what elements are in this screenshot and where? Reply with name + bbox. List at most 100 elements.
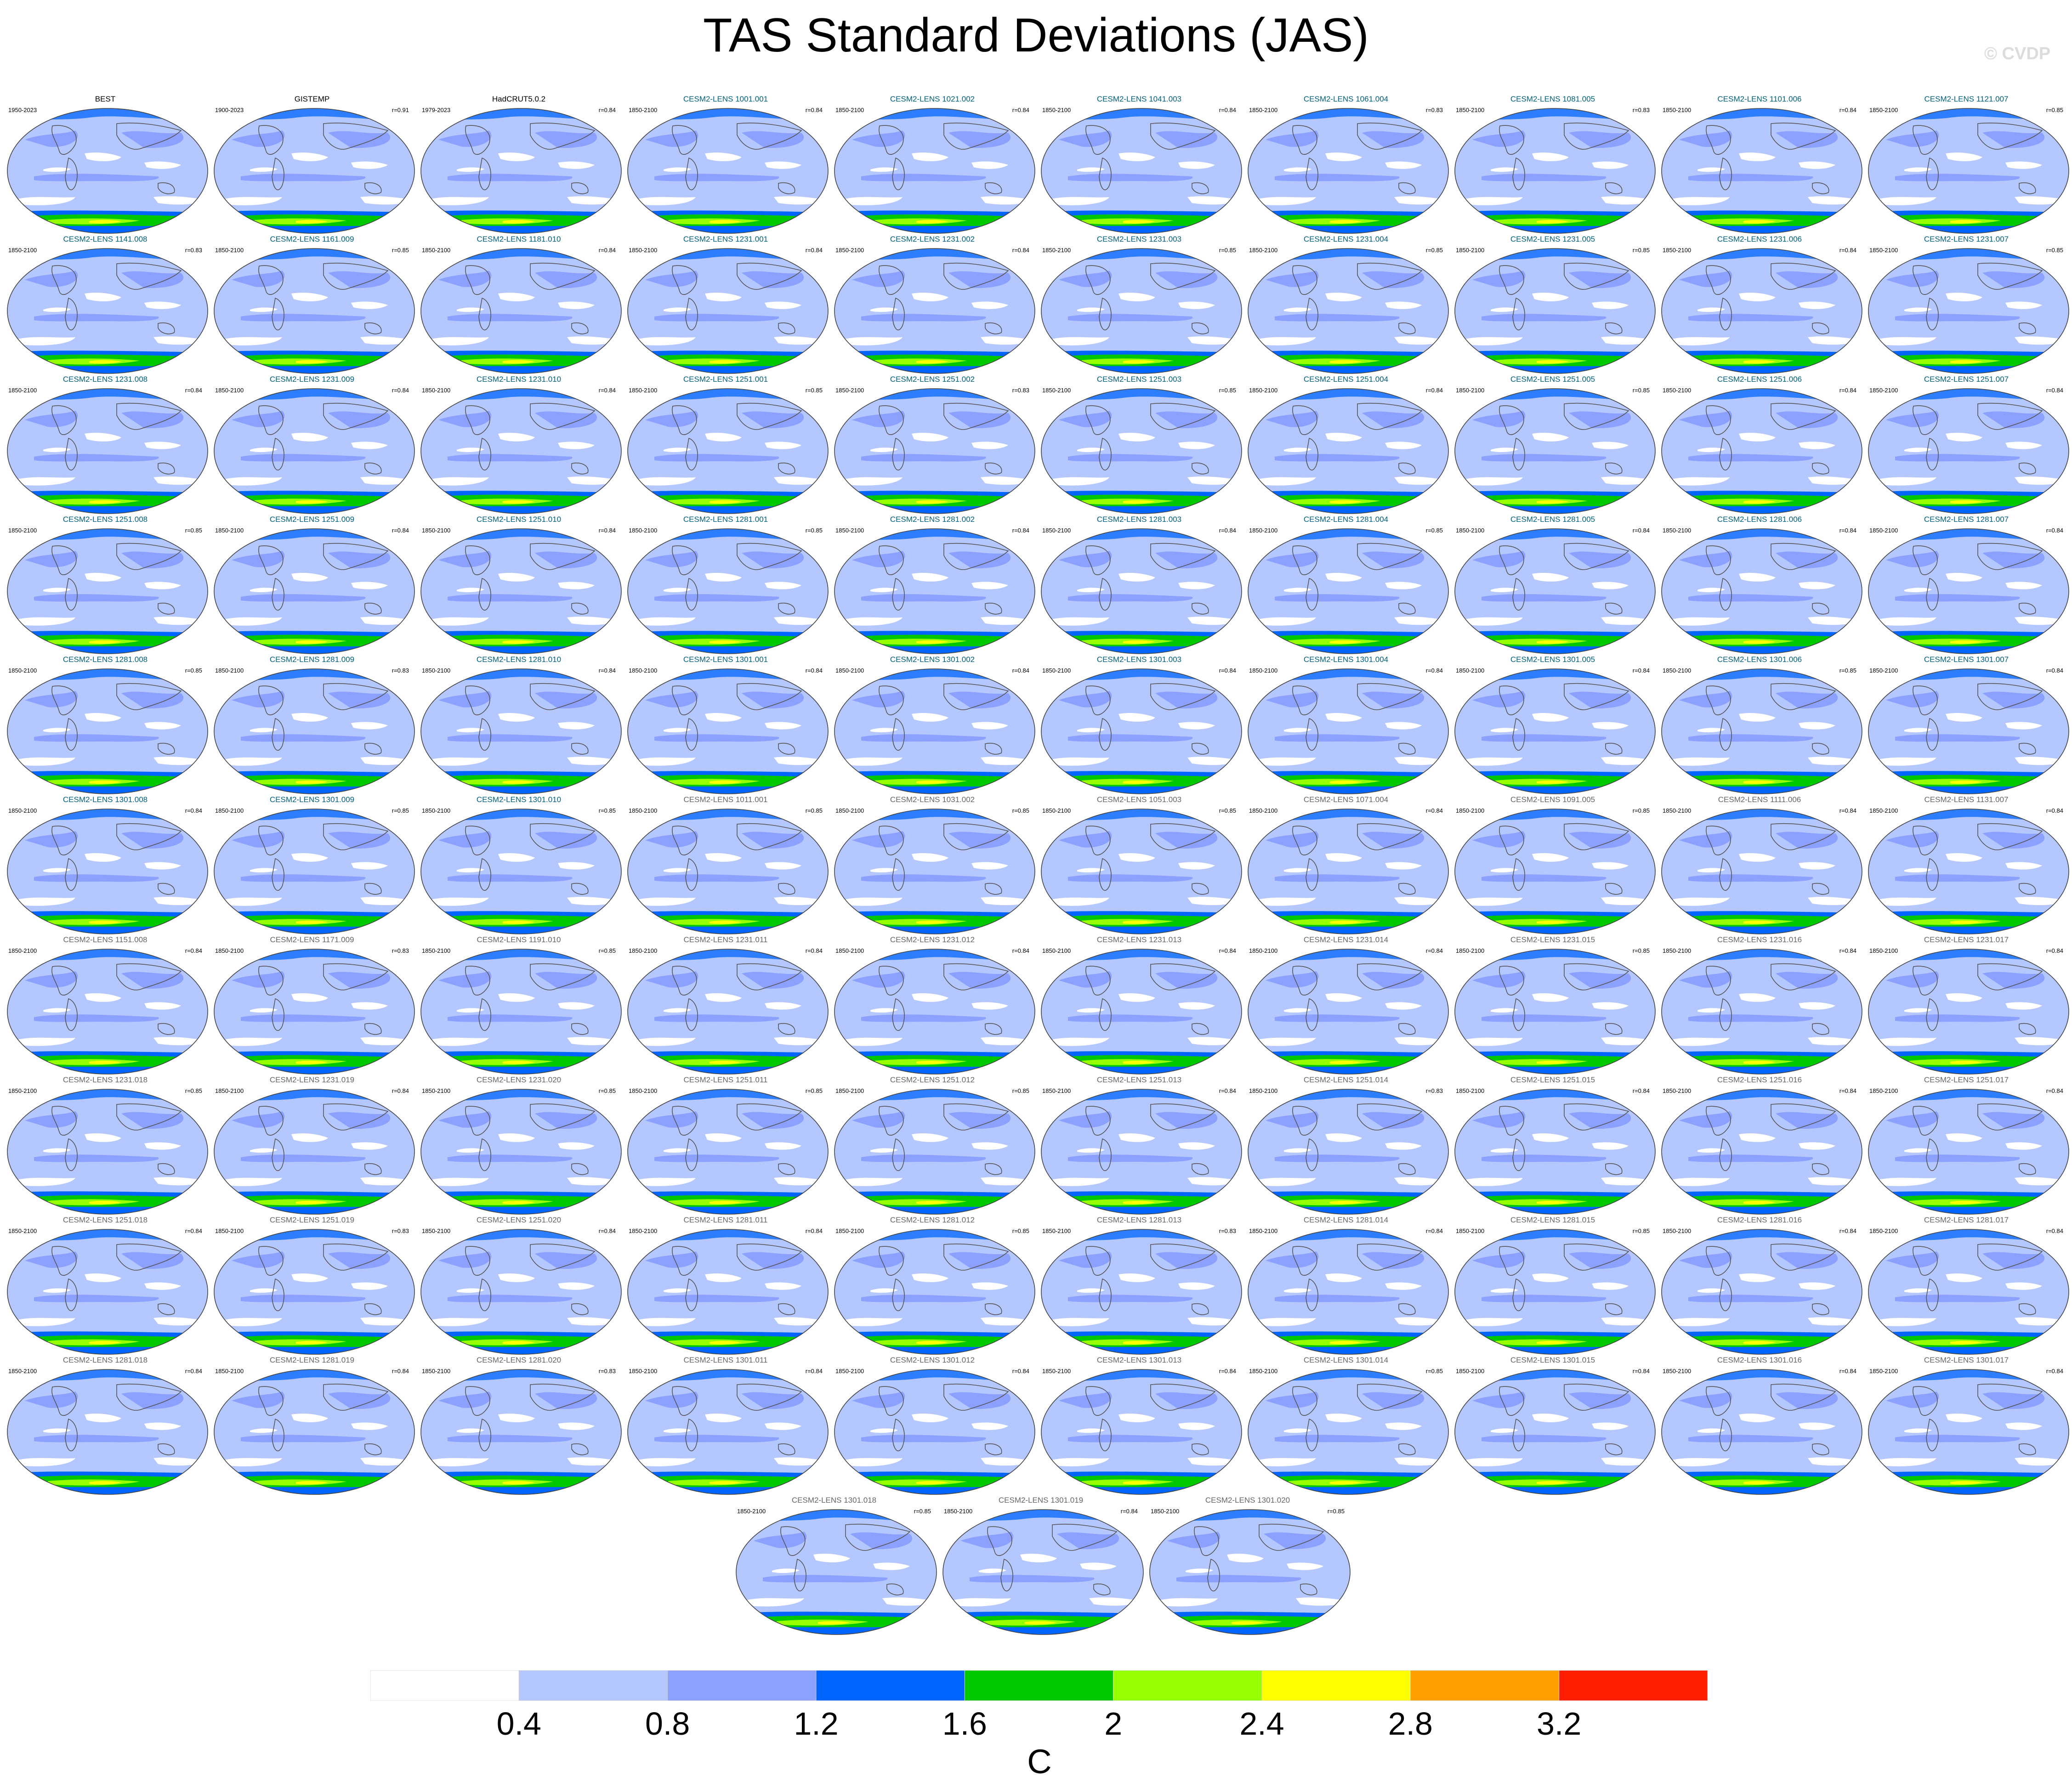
- panel-pattern-correlation: r=0.85: [805, 387, 823, 394]
- global-map: [834, 948, 1036, 1076]
- global-map: [834, 808, 1036, 936]
- panel-pattern-correlation: r=0.84: [1632, 1087, 1650, 1094]
- panel-title: CESM2-LENS 1301.014: [1303, 1356, 1389, 1364]
- panel-period: 1850-2100: [1042, 107, 1071, 113]
- panel-pattern-correlation: r=0.84: [1425, 947, 1443, 954]
- panel-title: CESM2-LENS 1281.014: [1303, 1216, 1389, 1224]
- panel-pattern-correlation: r=0.84: [598, 247, 616, 254]
- map-panel: CESM2-LENS 1251.007 1850-2100 r=0.84: [1863, 375, 2070, 515]
- map-panel: CESM2-LENS 1281.009 1850-2100 r=0.83: [209, 655, 415, 795]
- panel-pattern-correlation: r=0.84: [1632, 527, 1650, 534]
- global-map: [627, 808, 829, 936]
- global-map: [1454, 107, 1656, 235]
- map-panel: HadCRUT5.0.2 1979-2023 r=0.84: [415, 95, 622, 235]
- global-map: [1040, 1088, 1243, 1216]
- map-panel: CESM2-LENS 1041.003 1850-2100 r=0.84: [1036, 95, 1243, 235]
- map-panel: CESM2-LENS 1071.004 1850-2100 r=0.84: [1243, 795, 1449, 935]
- global-map: [1868, 388, 2070, 515]
- map-panel: CESM2-LENS 1301.006 1850-2100 r=0.85: [1656, 655, 1863, 795]
- global-map: [1040, 107, 1243, 235]
- map-panel: CESM2-LENS 1301.011 1850-2100 r=0.84: [622, 1356, 829, 1496]
- panel-period: 1850-2100: [1663, 667, 1692, 674]
- global-map: [834, 388, 1036, 515]
- map-panel: CESM2-LENS 1301.008 1850-2100 r=0.84: [2, 795, 209, 935]
- map-panel: CESM2-LENS 1281.007 1850-2100 r=0.84: [1863, 515, 2070, 655]
- panel-pattern-correlation: r=0.85: [1632, 807, 1650, 814]
- panel-period: 1850-2100: [1249, 1368, 1278, 1375]
- map-panel: GISTEMP 1900-2023 r=0.91: [209, 95, 415, 235]
- panel-period: 1850-2100: [1456, 1368, 1485, 1375]
- panel-pattern-correlation: r=0.84: [392, 387, 409, 394]
- panel-pattern-correlation: r=0.83: [392, 1228, 409, 1234]
- panel-title: CESM2-LENS 1251.015: [1510, 1075, 1595, 1084]
- global-map: [420, 668, 622, 796]
- panel-pattern-correlation: r=0.84: [2046, 667, 2063, 674]
- panel-title: CESM2-LENS 1301.016: [1717, 1356, 1802, 1364]
- global-map: [1661, 1369, 1863, 1496]
- map-panel: CESM2-LENS 1231.004 1850-2100 r=0.85: [1243, 235, 1449, 375]
- map-panel: CESM2-LENS 1231.010 1850-2100 r=0.84: [415, 375, 622, 515]
- panel-period: 1850-2100: [835, 1087, 864, 1094]
- panel-title: CESM2-LENS 1131.007: [1924, 795, 2009, 804]
- global-map: [420, 808, 622, 936]
- panel-title: CESM2-LENS 1301.020: [1205, 1496, 1290, 1505]
- panel-title: CESM2-LENS 1251.003: [1096, 375, 1182, 384]
- global-map: [627, 388, 829, 515]
- colorbar-unit-label: C: [1027, 1742, 1052, 1781]
- colorbar-swatch: [816, 1670, 965, 1701]
- panel-period: 1850-2100: [1249, 247, 1278, 254]
- panel-title: CESM2-LENS 1281.012: [890, 1216, 975, 1224]
- panel-pattern-correlation: r=0.83: [392, 667, 409, 674]
- global-map: [1868, 1228, 2070, 1356]
- panel-pattern-correlation: r=0.85: [392, 807, 409, 814]
- panel-period: 1850-2100: [835, 807, 864, 814]
- global-map: [627, 1369, 829, 1496]
- map-panel: CESM2-LENS 1131.007 1850-2100 r=0.84: [1863, 795, 2070, 935]
- map-panel: CESM2-LENS 1231.007 1850-2100 r=0.85: [1863, 235, 2070, 375]
- panel-title: CESM2-LENS 1121.007: [1924, 95, 2009, 103]
- panel-title: CESM2-LENS 1151.008: [63, 935, 148, 944]
- map-panel: CESM2-LENS 1301.017 1850-2100 r=0.84: [1863, 1356, 2070, 1496]
- panel-period: 1850-2100: [215, 1228, 244, 1234]
- map-panel: CESM2-LENS 1101.006 1850-2100 r=0.84: [1656, 95, 1863, 235]
- panel-period: 1850-2100: [1663, 807, 1692, 814]
- global-map: [1040, 948, 1243, 1076]
- panel-title: CESM2-LENS 1251.013: [1096, 1075, 1182, 1084]
- global-map: [1247, 388, 1449, 515]
- panel-title: CESM2-LENS 1301.004: [1303, 655, 1389, 664]
- panel-pattern-correlation: r=0.83: [1012, 387, 1029, 394]
- panel-pattern-correlation: r=0.85: [2046, 247, 2063, 254]
- panel-pattern-correlation: r=0.84: [392, 1087, 409, 1094]
- global-map: [1868, 1369, 2070, 1496]
- map-panel: CESM2-LENS 1301.012 1850-2100 r=0.84: [829, 1356, 1036, 1496]
- panel-pattern-correlation: r=0.85: [598, 1087, 616, 1094]
- colorbar-tick-label: 0.4: [496, 1706, 541, 1742]
- panel-period: 1850-2100: [422, 247, 451, 254]
- panel-pattern-correlation: r=0.84: [1219, 107, 1236, 113]
- panel-period: 1850-2100: [1042, 667, 1071, 674]
- panel-period: 1850-2100: [835, 667, 864, 674]
- watermark: © CVDP: [1984, 44, 2051, 63]
- panel-period: 1850-2100: [422, 1368, 451, 1375]
- panel-period: 1900-2023: [215, 107, 244, 113]
- map-panel: CESM2-LENS 1231.001 1850-2100 r=0.84: [622, 235, 829, 375]
- global-map: [1661, 948, 1863, 1076]
- panel-title: CESM2-LENS 1251.002: [890, 375, 975, 384]
- panel-period: 1850-2100: [8, 527, 37, 534]
- panel-title: CESM2-LENS 1281.006: [1717, 515, 1802, 524]
- global-map: [213, 1088, 415, 1216]
- panel-pattern-correlation: r=0.91: [392, 107, 409, 113]
- global-map: [1247, 668, 1449, 796]
- panel-pattern-correlation: r=0.84: [1839, 247, 1856, 254]
- panel-title: CESM2-LENS 1231.020: [476, 1075, 562, 1084]
- panel-pattern-correlation: r=0.85: [1219, 807, 1236, 814]
- panel-pattern-correlation: r=0.85: [392, 247, 409, 254]
- panel-period: 1850-2100: [1456, 807, 1485, 814]
- panel-pattern-correlation: r=0.84: [1012, 247, 1029, 254]
- panel-pattern-correlation: r=0.83: [185, 247, 202, 254]
- panel-period: 1850-2100: [1456, 107, 1485, 113]
- colorbar-swatch: [964, 1670, 1114, 1701]
- panel-pattern-correlation: r=0.84: [185, 807, 202, 814]
- global-map: [420, 1228, 622, 1356]
- panel-title: CESM2-LENS 1301.006: [1717, 655, 1802, 664]
